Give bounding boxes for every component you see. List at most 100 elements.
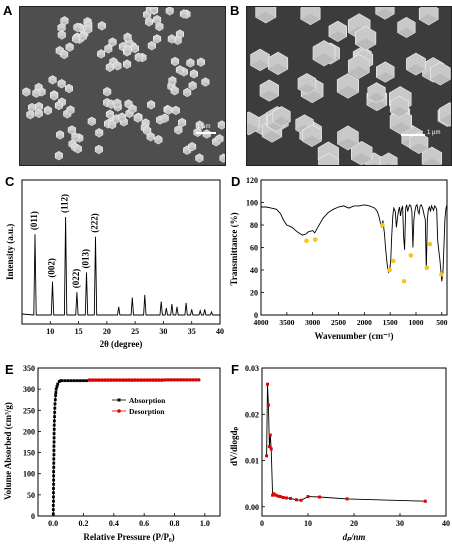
x-tick-label: 20	[103, 327, 111, 336]
absorption-point	[52, 491, 55, 494]
desorption-point	[137, 378, 140, 381]
desorption-point	[94, 378, 97, 381]
absorption-point	[53, 415, 56, 418]
absorption-point	[70, 379, 73, 382]
sem-image-a: 1 μm	[19, 6, 226, 166]
desorption-point	[155, 378, 158, 381]
desorption-point	[133, 378, 136, 381]
band-marker-6	[428, 242, 433, 247]
desorption-point	[146, 378, 149, 381]
band-marker-9	[313, 237, 318, 242]
x-tick-label: 0.6	[139, 519, 149, 528]
x-tick-label: 35	[188, 327, 196, 336]
x-tick-label: 10	[46, 327, 54, 336]
pore-size-point	[289, 497, 292, 500]
x-tick-label: 1500	[383, 318, 398, 327]
absorption-point	[52, 466, 55, 469]
desorption-point	[170, 378, 173, 381]
band-marker-7	[439, 272, 444, 277]
y-tick-label: 250	[23, 406, 35, 415]
y-tick-label: 50	[27, 491, 35, 500]
band-marker-4	[409, 253, 414, 258]
desorption-point	[115, 378, 118, 381]
x-tick-label: 3500	[279, 318, 294, 327]
desorption-point	[182, 378, 185, 381]
panel-label-b: B	[230, 3, 239, 18]
desorption-point	[185, 378, 188, 381]
absorption-point	[53, 441, 56, 444]
x-axis-label: Wavenumber (cm⁻¹)	[314, 331, 393, 341]
x-tick-label: 30	[159, 327, 167, 336]
pore-size-point	[270, 447, 273, 450]
y-tick-label: 150	[23, 449, 35, 458]
absorption-point	[53, 428, 56, 431]
desorption-point	[161, 378, 164, 381]
xrd-peak-label: (112)	[60, 194, 70, 213]
pore-size-point	[295, 498, 298, 501]
absorption-point	[76, 379, 79, 382]
absorption-point	[52, 496, 55, 499]
absorption-point	[85, 379, 88, 382]
desorption-point	[197, 378, 200, 381]
x-tick-label: 500	[436, 318, 448, 327]
pore-size-point	[346, 497, 349, 500]
absorption-point	[56, 383, 59, 386]
band-marker-3	[402, 279, 407, 284]
panel-label-c: C	[5, 174, 14, 189]
absorption-point	[55, 388, 58, 391]
absorption-point	[53, 445, 56, 448]
desorption-point	[130, 378, 133, 381]
desorption-point	[118, 378, 121, 381]
absorption-point	[54, 403, 57, 406]
band-marker-8	[304, 238, 309, 243]
x-tick-label: 0.0	[48, 519, 58, 528]
y-tick-label: 80	[250, 221, 258, 230]
band-marker-5	[425, 265, 430, 270]
y-tick-label: 0.01	[245, 457, 259, 466]
y-tick-label: 300	[23, 385, 35, 394]
sem-image-b: 1 μm	[246, 6, 452, 166]
absorption-point	[82, 379, 85, 382]
y-axis-label: Intensity (a.u.)	[5, 224, 15, 280]
desorption-point	[91, 378, 94, 381]
absorption-point	[52, 470, 55, 473]
desorption-point	[176, 378, 179, 381]
pore-size-point	[267, 404, 270, 407]
sem-micrograph-b	[247, 7, 451, 165]
panel-b: B 1 μm	[226, 0, 452, 170]
x-axis-label: 2θ (degree)	[100, 339, 143, 349]
absorption-point	[54, 391, 57, 394]
y-tick-label: 0.02	[245, 410, 259, 419]
band-marker-0	[380, 223, 385, 228]
y-tick-label: 60	[250, 244, 258, 253]
desorption-point	[179, 378, 182, 381]
absorption-point	[53, 432, 56, 435]
absorption-point	[54, 394, 57, 397]
panel-label-f: F	[231, 362, 239, 377]
pore-size-point	[300, 499, 303, 502]
x-tick-label: 25	[131, 327, 139, 336]
plot-frame	[38, 368, 220, 516]
pore-size-point	[424, 500, 427, 503]
x-tick-label: 0.2	[79, 519, 89, 528]
y-tick-label: 120	[246, 176, 258, 185]
x-tick-label: 2500	[331, 318, 346, 327]
desorption-point	[167, 378, 170, 381]
y-axis-label: Transmittance (%)	[229, 212, 239, 285]
desorption-point	[112, 378, 115, 381]
absorption-point	[53, 419, 56, 422]
desorption-point	[143, 378, 146, 381]
scale-label-a: 1 μm	[197, 124, 210, 130]
pore-size-point	[266, 383, 269, 386]
pore-size-point	[307, 495, 310, 498]
series-line-absorption	[53, 380, 199, 514]
y-tick-label: 0	[31, 512, 35, 521]
x-axis-label: dₚ/nm	[343, 532, 366, 542]
pore-size-point	[282, 496, 285, 499]
absorption-point	[53, 411, 56, 414]
